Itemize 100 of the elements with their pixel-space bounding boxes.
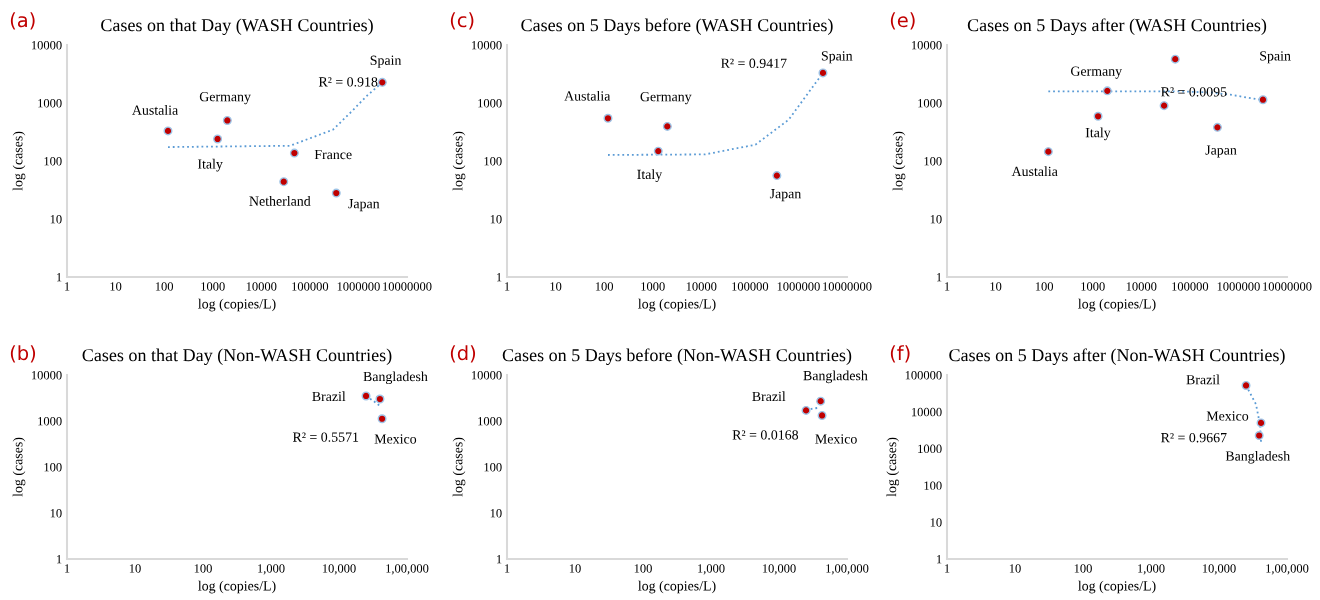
x-axis-title: log (copies/L) bbox=[638, 580, 716, 594]
chart-title: Cases on 5 Days after (WASH Countries) bbox=[967, 18, 1267, 36]
x-tick-label: 10000000 bbox=[1263, 282, 1312, 291]
annotation: R² = 0.9667 bbox=[1161, 432, 1227, 443]
annotation: Brazil bbox=[1186, 374, 1220, 385]
x-tick-label: 100 bbox=[1035, 282, 1054, 291]
annotation: R² = 0.0095 bbox=[1161, 87, 1227, 97]
x-tick-label: 1 bbox=[64, 564, 70, 573]
annotation: Bangladesh bbox=[803, 370, 868, 384]
text: (a) bbox=[10, 12, 35, 30]
y-tick-label: 1 bbox=[56, 555, 62, 564]
annotation: Italy bbox=[1085, 127, 1111, 141]
y-tick-label: 1000 bbox=[38, 99, 62, 108]
annotation: Germany bbox=[199, 92, 251, 105]
y-tick-label: 1 bbox=[496, 555, 502, 564]
annotation: Brazil bbox=[752, 391, 786, 402]
x-tick-label: 1,000 bbox=[258, 564, 285, 575]
x-tick-label: 100 bbox=[155, 282, 174, 291]
x-tick-label: 10 bbox=[990, 282, 1002, 291]
y-tick-label: 100 bbox=[484, 157, 502, 166]
x-axis-title: log (copies/L) bbox=[1078, 580, 1156, 594]
annotation: Austalia bbox=[132, 105, 179, 115]
y-tick-label: 100 bbox=[924, 157, 942, 166]
x-tick-label: 1000 bbox=[201, 282, 225, 291]
text: (f) bbox=[890, 345, 910, 363]
x-tick-label: 1000 bbox=[1081, 282, 1105, 291]
y-tick-label: 10000 bbox=[31, 41, 62, 50]
annotation: Mexico bbox=[1206, 411, 1249, 421]
chart-title: Cases on 5 Days before (WASH Countries) bbox=[521, 18, 833, 36]
annotation: Japan bbox=[348, 199, 380, 212]
x-tick-label: 1 bbox=[64, 282, 70, 291]
x-tick-label: 1 bbox=[944, 282, 950, 291]
chart-title: Cases on 5 Days before (Non-WASH Countries) bbox=[502, 348, 852, 366]
annotation: Japan bbox=[769, 189, 802, 202]
y-tick-label: 1000 bbox=[918, 99, 942, 108]
x-tick-label: 10000 bbox=[686, 282, 717, 291]
annotation: Germany bbox=[1070, 66, 1123, 79]
x-tick-label: 10,000 bbox=[1202, 564, 1236, 575]
y-tick-label: 10 bbox=[50, 215, 62, 224]
annotation: Brazil bbox=[312, 391, 346, 402]
annotation: Mexico bbox=[815, 434, 857, 444]
x-tick-label: 10 bbox=[569, 564, 581, 573]
y-tick-label: 1000 bbox=[918, 444, 942, 454]
annotation: Spain bbox=[370, 55, 402, 68]
y-tick-label: 1000 bbox=[478, 417, 502, 426]
annotation: Spain bbox=[821, 51, 853, 64]
text: (c) bbox=[450, 12, 474, 30]
y-tick-label: 1000 bbox=[38, 417, 62, 426]
x-tick-label: 10,000 bbox=[322, 564, 356, 575]
x-tick-label: 10000 bbox=[246, 282, 277, 291]
chart-title: Cases on that Day (WASH Countries) bbox=[101, 18, 373, 36]
y-tick-label: 100 bbox=[484, 463, 502, 472]
y-tick-label: 1 bbox=[936, 555, 942, 564]
x-tick-label: 100 bbox=[595, 282, 614, 291]
x-tick-label: 100000 bbox=[732, 282, 769, 291]
annotation: Italy bbox=[637, 169, 663, 182]
x-tick-label: 10 bbox=[1009, 564, 1021, 573]
x-tick-label: 1000 bbox=[641, 282, 665, 291]
y-tick-label: 100 bbox=[44, 157, 62, 166]
x-tick-label: 10000000 bbox=[383, 282, 432, 291]
x-tick-label: 100 bbox=[634, 564, 652, 573]
x-tick-label: 10000000 bbox=[823, 282, 872, 291]
x-tick-label: 1 bbox=[944, 564, 950, 573]
x-axis-title: log (copies/L) bbox=[1078, 298, 1156, 312]
y-axis-title: log (cases) bbox=[12, 131, 26, 191]
x-tick-label: 10000 bbox=[1126, 282, 1157, 291]
y-axis-title: log (cases) bbox=[452, 437, 466, 497]
x-tick-label: 10 bbox=[129, 564, 141, 573]
y-axis-title: log (cases) bbox=[892, 131, 906, 191]
annotation: Spain bbox=[1260, 51, 1291, 64]
x-tick-label: 1000000 bbox=[777, 282, 820, 291]
annotation: Austalia bbox=[564, 90, 611, 101]
y-tick-label: 100 bbox=[44, 463, 62, 472]
x-axis-title: log (copies/L) bbox=[198, 580, 276, 594]
x-tick-label: 10 bbox=[110, 282, 122, 291]
annotation: Germany bbox=[640, 92, 692, 105]
y-tick-label: 10 bbox=[490, 215, 502, 224]
y-tick-label: 100000 bbox=[905, 371, 942, 380]
x-axis-title: log (copies/L) bbox=[198, 298, 276, 312]
annotation: Bangladesh bbox=[1225, 450, 1290, 464]
y-tick-label: 10000 bbox=[911, 407, 942, 417]
y-tick-label: 10000 bbox=[911, 41, 942, 50]
y-tick-label: 10 bbox=[490, 509, 502, 518]
y-axis-title: log (cases) bbox=[452, 131, 466, 191]
x-tick-label: 10 bbox=[550, 282, 562, 291]
x-tick-label: 1,00,000 bbox=[826, 564, 869, 575]
x-tick-label: 1,000 bbox=[698, 564, 725, 575]
annotation: R² = 0.9417 bbox=[721, 58, 787, 69]
text: (b) bbox=[10, 345, 36, 363]
annotation: Italy bbox=[197, 158, 223, 172]
chart-title: Cases on 5 Days after (Non-WASH Countries) bbox=[949, 348, 1285, 366]
annotation: Japan bbox=[1205, 145, 1237, 158]
y-tick-label: 10 bbox=[930, 215, 942, 224]
y-axis-title: log (cases) bbox=[12, 437, 26, 497]
y-tick-label: 1 bbox=[496, 273, 502, 282]
x-tick-label: 1 bbox=[504, 282, 510, 291]
x-tick-label: 100 bbox=[1074, 564, 1092, 573]
x-tick-label: 100000 bbox=[292, 282, 329, 291]
x-tick-label: 100 bbox=[194, 564, 212, 573]
annotation: Austalia bbox=[1011, 166, 1058, 177]
